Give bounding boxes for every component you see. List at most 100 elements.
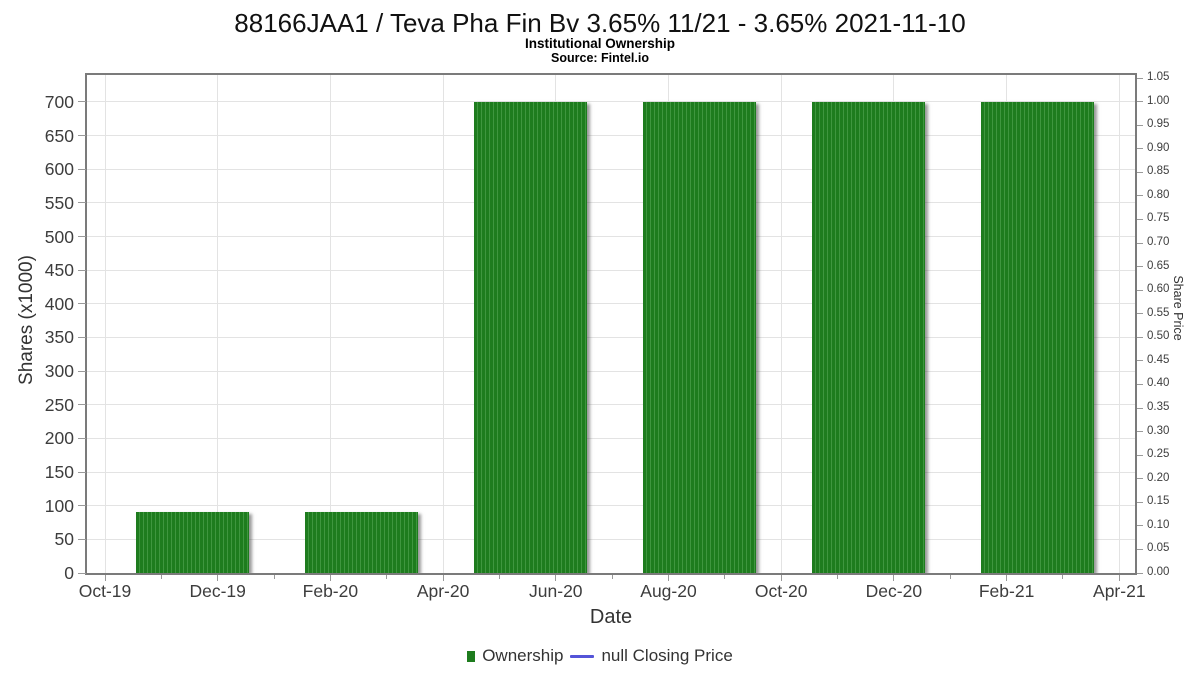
right-axis-tick — [1137, 171, 1143, 173]
x-axis-minor-tick — [837, 575, 839, 579]
right-axis-tick — [1137, 242, 1143, 244]
x-axis-minor-tick — [273, 575, 275, 579]
left-axis-tick — [78, 101, 86, 103]
closing-price-swatch-icon — [570, 654, 595, 658]
right-axis-tick — [1137, 478, 1143, 480]
gridline-v — [442, 75, 444, 573]
ownership-bar[interactable] — [305, 512, 418, 573]
left-axis-tick — [78, 135, 86, 137]
right-axis-tick — [1137, 195, 1143, 197]
left-axis-tick — [78, 538, 86, 540]
gridline-v — [217, 75, 219, 573]
left-axis-title: Shares (x1000) — [16, 255, 37, 385]
chart-source: Source: Fintel.io — [551, 51, 649, 65]
gridline-h — [87, 538, 1135, 540]
gridline-h — [87, 135, 1135, 137]
gridline-v — [1118, 75, 1120, 573]
right-axis-tick — [1137, 360, 1143, 362]
ownership-bar[interactable] — [812, 101, 925, 573]
right-axis-tick — [1137, 383, 1143, 385]
right-axis-tick-label: 0.30 — [1147, 424, 1170, 437]
x-axis-tick-label: Dec-19 — [189, 581, 246, 601]
x-axis-tick-label: Apr-21 — [1093, 581, 1146, 601]
left-axis-tick-label: 0 — [64, 563, 74, 583]
left-axis-tick — [78, 471, 86, 473]
right-axis-tick-label: 0.50 — [1147, 330, 1170, 343]
gridline-v — [780, 75, 782, 573]
left-axis-tick-label: 250 — [44, 394, 74, 415]
right-axis-title: Share Price — [1171, 275, 1185, 341]
legend-item-closing-price[interactable]: null Closing Price — [570, 646, 733, 666]
ownership-bar[interactable] — [981, 101, 1094, 573]
x-axis-tick — [893, 575, 895, 581]
x-axis-tick-label: Apr-20 — [416, 581, 470, 601]
x-axis-tick — [668, 575, 669, 581]
chart-title: 88166JAA1 / Teva Pha Fin Bv 3.65% 11/21 … — [234, 8, 966, 38]
x-axis-tick-label: Aug-20 — [640, 581, 697, 601]
x-axis-tick — [780, 575, 782, 581]
gridline-h — [87, 404, 1135, 406]
left-axis-tick-label: 650 — [44, 125, 74, 146]
right-axis-tick — [1137, 218, 1143, 220]
x-axis-minor-tick — [949, 575, 951, 579]
right-axis-tick — [1137, 572, 1143, 574]
gridline-h — [87, 101, 1135, 103]
x-axis-tick — [442, 575, 444, 581]
left-axis-tick — [78, 269, 86, 271]
left-axis-tick-label: 600 — [44, 159, 74, 180]
ownership-bar[interactable] — [135, 512, 249, 573]
gridline-h — [87, 336, 1135, 338]
left-axis-tick-label: 150 — [44, 462, 74, 483]
right-axis-tick-label: 0.60 — [1147, 283, 1170, 296]
right-axis-tick — [1137, 431, 1143, 433]
ownership-bar[interactable] — [474, 101, 587, 573]
ownership-swatch-icon — [467, 650, 476, 662]
left-axis-tick — [78, 437, 86, 439]
left-axis-tick-label: 200 — [44, 428, 74, 449]
left-axis-tick — [78, 505, 86, 507]
right-axis-tick-label: 0.95 — [1147, 118, 1170, 131]
right-axis-tick-label: 0.75 — [1147, 212, 1170, 225]
x-axis-tick-label: Feb-20 — [302, 581, 359, 601]
right-axis-tick-label: 0.85 — [1147, 165, 1170, 178]
left-axis-tick-label: 100 — [44, 495, 74, 516]
legend-label-closing-price: null Closing Price — [601, 646, 733, 665]
left-axis-tick — [78, 168, 86, 170]
x-axis-tick — [555, 575, 557, 581]
gridline-h — [87, 370, 1135, 372]
x-axis-tick — [329, 575, 331, 581]
right-axis-tick — [1137, 454, 1143, 456]
right-axis-tick-label: 0.65 — [1147, 259, 1170, 272]
right-axis-tick-label: 0.25 — [1147, 448, 1170, 461]
gridline-h — [87, 303, 1135, 305]
plot-area — [85, 73, 1137, 575]
x-axis-minor-tick — [611, 575, 613, 579]
left-axis-tick-label: 50 — [54, 529, 74, 550]
right-axis-tick — [1137, 124, 1143, 126]
left-axis-tick — [78, 202, 86, 204]
left-axis-tick-label: 450 — [44, 260, 74, 281]
gridline-v — [329, 75, 331, 573]
x-axis-tick — [217, 575, 219, 581]
right-axis-tick — [1137, 313, 1143, 315]
x-axis-minor-tick — [498, 575, 500, 579]
right-axis-tick-label: 0.05 — [1147, 542, 1170, 555]
legend-item-ownership[interactable]: Ownership — [467, 646, 563, 666]
x-axis-minor-tick — [160, 575, 162, 579]
gridline-h — [87, 505, 1135, 507]
legend-label-ownership: Ownership — [482, 646, 564, 665]
right-axis-tick — [1137, 548, 1143, 550]
right-axis-tick — [1137, 77, 1143, 79]
x-axis-tick — [1118, 575, 1120, 581]
right-axis-tick-label: 0.80 — [1147, 188, 1170, 201]
gridline-v — [104, 75, 106, 573]
gridline-h — [87, 236, 1135, 237]
ownership-bar[interactable] — [643, 101, 756, 573]
left-axis-tick-label: 550 — [44, 192, 74, 213]
legend: Ownership null Closing Price — [0, 646, 1200, 666]
left-axis-tick-label: 300 — [44, 361, 74, 382]
right-axis-tick — [1137, 525, 1143, 527]
gridline-h — [87, 168, 1135, 170]
left-axis-tick-label: 700 — [44, 91, 74, 112]
left-axis-tick-label: 400 — [44, 293, 74, 314]
